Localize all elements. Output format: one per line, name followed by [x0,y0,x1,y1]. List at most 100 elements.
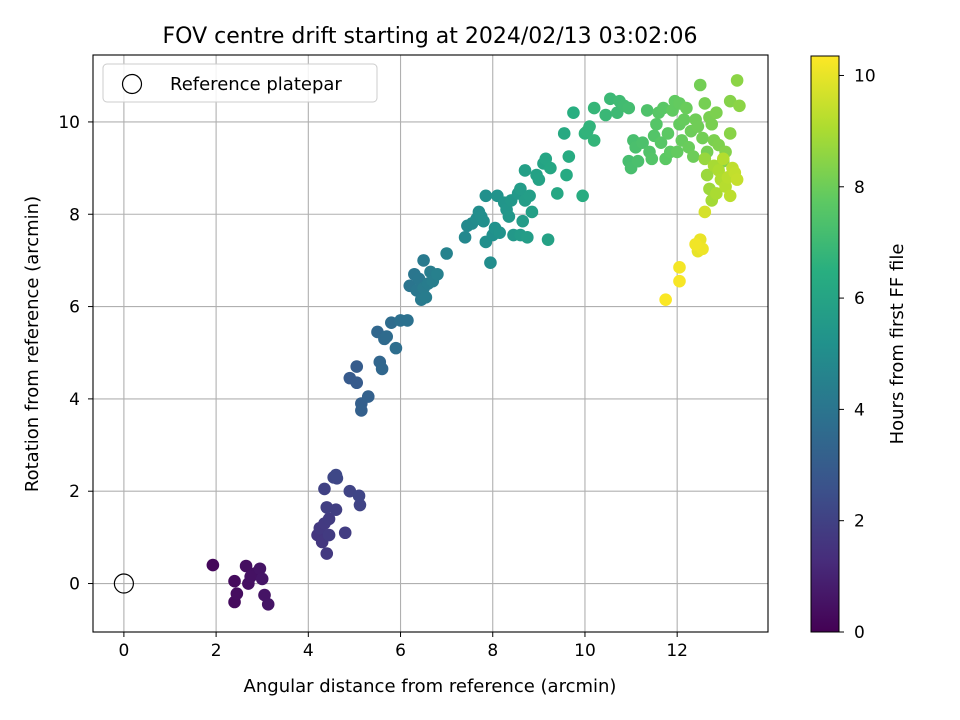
data-point [659,293,672,306]
colorbar-label: Hours from first FF file [887,244,908,445]
data-point [673,261,686,274]
data-point [401,314,414,327]
data-point [514,182,527,196]
data-point [353,498,367,512]
data-point [730,173,744,186]
data-point [698,152,712,166]
data-point [631,154,645,168]
data-point [255,572,269,586]
data-point [477,214,490,228]
data-point [253,562,267,576]
data-point [650,117,663,131]
colorbar-tick-label: 2 [854,512,865,532]
legend-marker-circle [121,73,143,95]
data-point [322,512,336,526]
data-point [380,330,393,343]
data-point [661,127,675,140]
x-tick-label: 10 [574,641,596,661]
data-point [516,214,530,228]
data-point [710,106,723,119]
y-axis-ticks: 0 2 4 6 8 10 [58,113,93,595]
data-point [230,587,244,600]
data-point [484,256,497,270]
data-point [587,101,601,115]
data-point [730,74,744,87]
data-point [544,161,557,175]
reference-point-marker [113,573,134,594]
data-point [493,226,506,240]
x-tick-label: 8 [487,641,498,661]
data-point [636,136,649,150]
data-point [228,574,241,588]
data-point [375,362,389,376]
data-point [698,205,712,219]
x-axis-ticks: 0 2 4 6 8 10 12 [118,632,688,661]
data-point [440,247,453,260]
data-point [525,205,539,219]
data-point [532,173,546,186]
x-tick-label: 12 [666,641,688,661]
x-tick-label: 4 [303,641,314,661]
data-point [645,152,659,166]
data-point [206,558,220,572]
x-axis-label: Angular distance from reference (arcmin) [244,676,617,697]
colorbar: 0 2 4 6 8 10 Hours from first FF file [810,55,908,643]
data-point [338,526,352,540]
colorbar-tick-label: 10 [854,66,876,86]
data-point [560,168,573,182]
data-point [239,559,253,573]
reference-layer [113,573,134,594]
data-point [521,231,534,244]
data-point [576,189,589,203]
legend-box [102,63,378,103]
data-point [320,547,334,560]
data-point [322,528,336,542]
colorbar-tick-label: 4 [854,400,865,420]
y-tick-label: 10 [58,113,80,133]
data-point [329,503,343,516]
data-point [458,231,472,244]
data-point [691,120,705,133]
y-tick-label: 8 [69,205,80,225]
data-points [206,74,746,611]
colorbar-tick-label: 6 [854,289,865,309]
data-point [562,150,576,163]
y-tick-label: 6 [69,298,80,318]
data-point [687,150,700,163]
data-point [696,131,709,145]
y-tick-label: 2 [69,482,80,502]
colorbar-ticks: 0 2 4 6 8 10 [839,66,876,643]
x-tick-label: 0 [118,641,129,661]
data-point [673,274,686,288]
data-point [587,134,601,147]
data-point [723,127,737,140]
data-point [419,291,433,304]
data-point [689,237,702,251]
data-point [244,570,257,583]
data-point [693,78,707,92]
data-point [698,97,712,110]
data-point [389,341,403,355]
colorbar-tick-label: 0 [854,623,865,643]
data-point [640,104,654,117]
data-point [479,189,493,203]
data-point [710,187,723,200]
data-point [557,127,571,140]
data-point [352,489,366,503]
data-point [417,254,430,267]
data-point [329,468,343,482]
data-point [680,101,693,115]
data-point [541,233,555,246]
chart-title: FOV centre drift starting at 2024/02/13 … [163,24,698,49]
data-point [550,187,564,200]
y-tick-label: 0 [69,575,80,595]
data-point [583,120,596,133]
data-point [622,101,636,115]
y-tick-label: 4 [69,390,80,410]
x-tick-label: 2 [211,641,222,661]
data-point [654,136,668,150]
data-point [705,117,719,131]
data-point [261,598,275,611]
